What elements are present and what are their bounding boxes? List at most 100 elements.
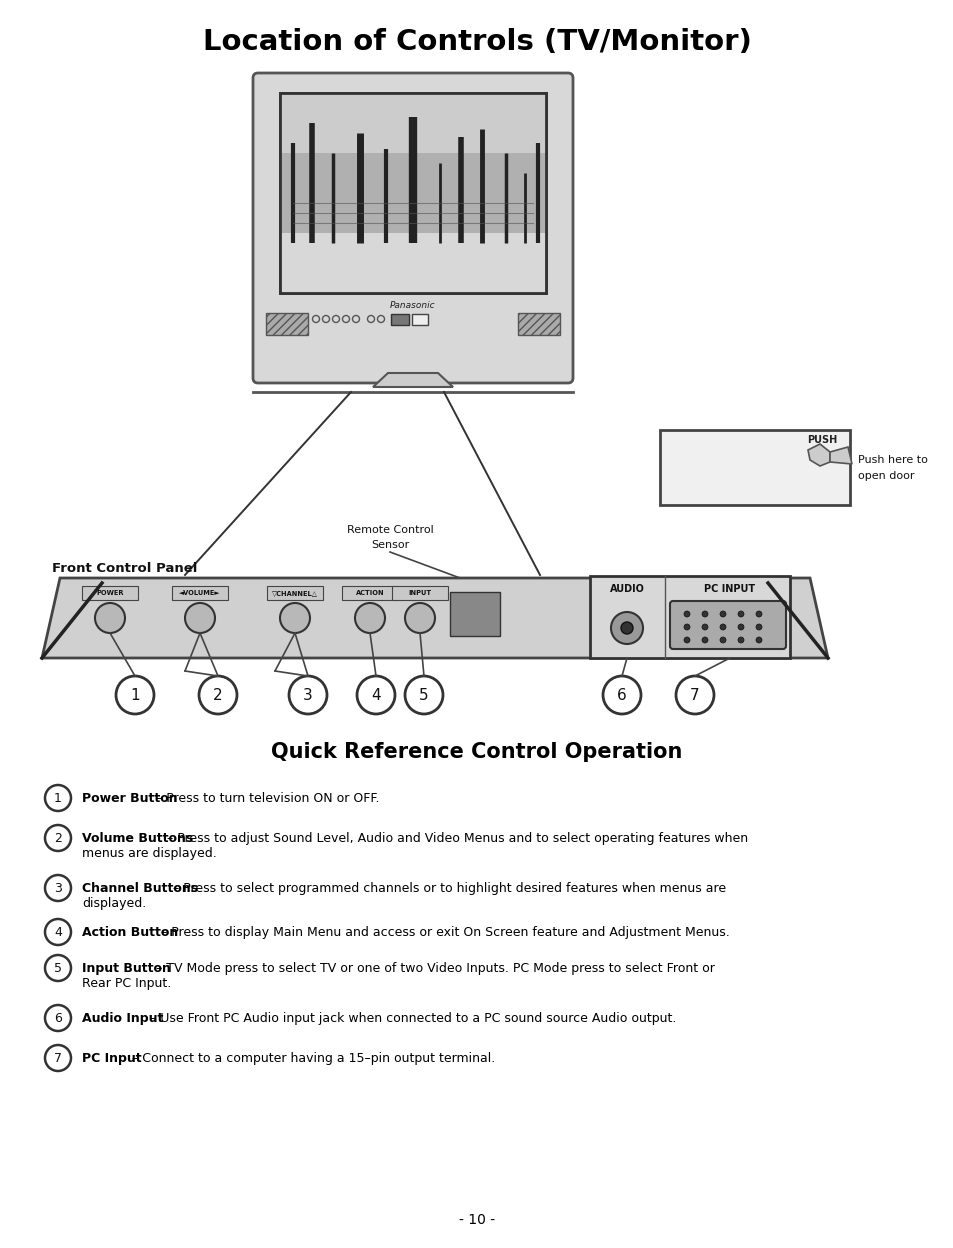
Text: – Press to turn television ON or OFF.: – Press to turn television ON or OFF. [152, 792, 378, 805]
Circle shape [45, 955, 71, 981]
Text: Audio Input: Audio Input [82, 1008, 168, 1021]
Circle shape [755, 624, 761, 630]
Polygon shape [42, 578, 827, 658]
Text: INPUT: INPUT [408, 590, 431, 597]
Circle shape [45, 951, 71, 977]
Text: 6: 6 [54, 1011, 62, 1025]
Circle shape [683, 612, 689, 617]
Circle shape [738, 624, 743, 630]
FancyBboxPatch shape [669, 602, 785, 649]
Circle shape [45, 919, 71, 945]
Bar [267, 587, 323, 600]
Text: PUSH: PUSH [806, 436, 836, 446]
Circle shape [755, 636, 761, 643]
Circle shape [405, 603, 435, 633]
Text: – Press to select programmed channels or to highlight desired features when menu: – Press to select programmed channels or… [169, 882, 725, 895]
Text: Action Button: Action Button [82, 926, 178, 938]
Circle shape [45, 1005, 71, 1031]
Text: ▽CHANNEL△: ▽CHANNEL△ [272, 590, 317, 597]
Text: ◄VOLUME►: ◄VOLUME► [179, 590, 220, 597]
Text: 6: 6 [54, 1007, 62, 1021]
Text: – Press to select programmed channels or to highlight desired features when menu: – Press to select programmed channels or… [174, 879, 800, 891]
Circle shape [199, 676, 236, 714]
Text: - 10 -: - 10 - [458, 1213, 495, 1227]
Text: Sensor: Sensor [371, 540, 409, 550]
Bar [341, 587, 397, 600]
Text: 4: 4 [371, 688, 380, 703]
Circle shape [45, 1041, 71, 1067]
Circle shape [45, 785, 71, 811]
Bar [392, 587, 448, 600]
Circle shape [45, 825, 71, 851]
Text: Rear PC Input.: Rear PC Input. [82, 977, 172, 990]
Bar [82, 587, 138, 600]
Text: Volume Buttons: Volume Buttons [82, 832, 193, 845]
Circle shape [701, 636, 707, 643]
Bar [280, 94, 545, 154]
Text: 7: 7 [54, 1047, 62, 1061]
Circle shape [280, 603, 310, 633]
Text: Location of Controls (TV/Monitor): Location of Controls (TV/Monitor) [202, 27, 751, 56]
Text: – Use Front PC Audio input jack when connected to a PC sound source Audio output: – Use Front PC Audio input jack when con… [146, 1012, 676, 1025]
Text: 2: 2 [54, 831, 62, 845]
Circle shape [45, 875, 71, 901]
Bar [450, 592, 499, 636]
Bar [0, 780, 953, 1070]
Circle shape [289, 676, 327, 714]
Text: Input Button: Input Button [82, 962, 171, 975]
Circle shape [95, 603, 125, 633]
Text: 5: 5 [54, 957, 62, 971]
Circle shape [720, 636, 725, 643]
Circle shape [116, 676, 153, 714]
Text: open door: open door [857, 470, 914, 480]
Text: – Connect to a computer having a 15–pin output terminal.: – Connect to a computer having a 15–pin … [129, 1052, 496, 1065]
Text: 6: 6 [617, 688, 626, 703]
Bar [280, 154, 545, 233]
Text: 2: 2 [54, 831, 62, 845]
Bar [280, 94, 545, 293]
Circle shape [45, 871, 71, 897]
Text: PC Input: PC Input [82, 1052, 141, 1065]
Text: Power Button: Power Button [82, 792, 182, 805]
Bar [280, 94, 545, 293]
Bar [266, 313, 308, 334]
Circle shape [620, 622, 633, 634]
Text: Input Button: Input Button [82, 958, 175, 971]
Circle shape [683, 624, 689, 630]
Text: 5: 5 [418, 688, 428, 703]
Text: – Press to display Main Menu and access or exit On Screen feature and Adjustment: – Press to display Main Menu and access … [157, 926, 729, 938]
Bar [659, 431, 849, 505]
Text: ACTION: ACTION [355, 590, 384, 597]
Circle shape [405, 676, 442, 714]
Polygon shape [373, 373, 453, 387]
Bar [517, 313, 559, 334]
Text: Quick Reference Control Operation: Quick Reference Control Operation [271, 743, 682, 763]
Text: Channel Buttons: Channel Buttons [82, 882, 198, 895]
Text: PC Input: PC Input [82, 1048, 146, 1061]
Text: 1: 1 [54, 791, 62, 805]
Text: 3: 3 [54, 881, 62, 895]
Text: – TV Mode press to select TV or one of two Video Inputs. PC Mode press to select: – TV Mode press to select TV or one of t… [157, 958, 813, 971]
Circle shape [720, 624, 725, 630]
Circle shape [701, 624, 707, 630]
Bar [412, 314, 428, 324]
Text: displayed.: displayed. [82, 897, 146, 910]
Circle shape [45, 785, 71, 811]
Text: 7: 7 [54, 1052, 62, 1065]
Text: – Connect to a computer having a 15–pin output terminal.: – Connect to a computer having a 15–pin … [134, 1048, 501, 1061]
Text: PC INPUT: PC INPUT [703, 584, 755, 594]
Circle shape [676, 676, 713, 714]
Circle shape [45, 825, 71, 851]
Bar [391, 314, 409, 324]
Text: 1: 1 [130, 688, 140, 703]
Text: – TV Mode press to select TV or one of two Video Inputs. PC Mode press to select: – TV Mode press to select TV or one of t… [152, 962, 714, 975]
Text: POWER: POWER [96, 590, 124, 597]
Text: 4: 4 [54, 926, 62, 938]
Circle shape [355, 603, 385, 633]
Circle shape [738, 612, 743, 617]
Text: – Press to turn television ON or OFF.: – Press to turn television ON or OFF. [157, 792, 384, 805]
Polygon shape [807, 444, 829, 466]
Text: – Use Front PC Audio input jack when connected to a PC sound source Audio output: – Use Front PC Audio input jack when con… [152, 1008, 681, 1021]
Text: Channel Buttons: Channel Buttons [82, 879, 202, 891]
Text: 3: 3 [54, 877, 62, 891]
